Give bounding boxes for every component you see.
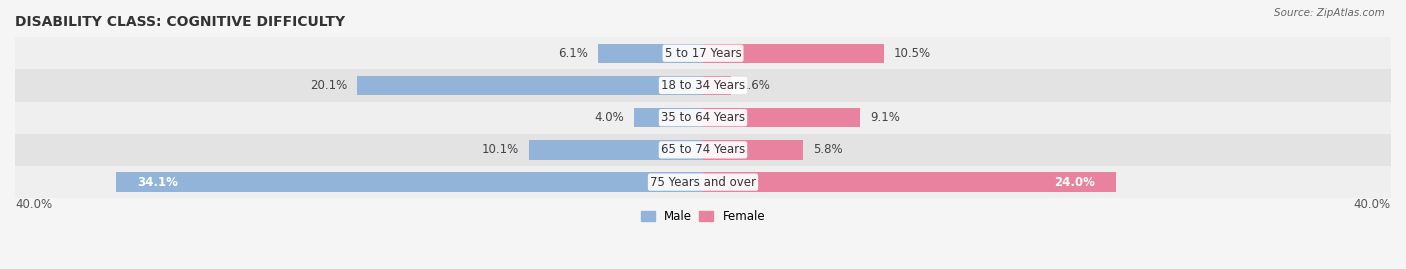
Bar xyxy=(703,44,883,63)
Text: 6.1%: 6.1% xyxy=(558,47,588,60)
Text: 34.1%: 34.1% xyxy=(138,176,179,189)
Text: 65 to 74 Years: 65 to 74 Years xyxy=(661,143,745,156)
Bar xyxy=(357,76,703,95)
Bar xyxy=(703,76,731,95)
Bar xyxy=(634,108,703,127)
Text: 10.5%: 10.5% xyxy=(894,47,931,60)
Legend: Male, Female: Male, Female xyxy=(636,205,770,228)
Text: 40.0%: 40.0% xyxy=(1354,198,1391,211)
Text: 5 to 17 Years: 5 to 17 Years xyxy=(665,47,741,60)
Bar xyxy=(703,108,859,127)
Text: 40.0%: 40.0% xyxy=(15,198,52,211)
Bar xyxy=(703,140,803,160)
Text: 1.6%: 1.6% xyxy=(741,79,770,92)
Text: 35 to 64 Years: 35 to 64 Years xyxy=(661,111,745,124)
Bar xyxy=(15,101,1391,134)
Text: 4.0%: 4.0% xyxy=(595,111,624,124)
Text: 9.1%: 9.1% xyxy=(870,111,900,124)
Text: 5.8%: 5.8% xyxy=(813,143,842,156)
Bar xyxy=(15,166,1391,198)
Bar xyxy=(15,37,1391,69)
Text: 18 to 34 Years: 18 to 34 Years xyxy=(661,79,745,92)
Text: 75 Years and over: 75 Years and over xyxy=(650,176,756,189)
Text: 10.1%: 10.1% xyxy=(482,143,519,156)
Bar xyxy=(598,44,703,63)
Text: 24.0%: 24.0% xyxy=(1054,176,1095,189)
Text: 20.1%: 20.1% xyxy=(309,79,347,92)
Bar xyxy=(117,172,703,192)
Bar xyxy=(15,69,1391,101)
Bar xyxy=(529,140,703,160)
Bar xyxy=(15,134,1391,166)
Text: DISABILITY CLASS: COGNITIVE DIFFICULTY: DISABILITY CLASS: COGNITIVE DIFFICULTY xyxy=(15,15,344,29)
Bar xyxy=(703,172,1116,192)
Text: Source: ZipAtlas.com: Source: ZipAtlas.com xyxy=(1274,8,1385,18)
